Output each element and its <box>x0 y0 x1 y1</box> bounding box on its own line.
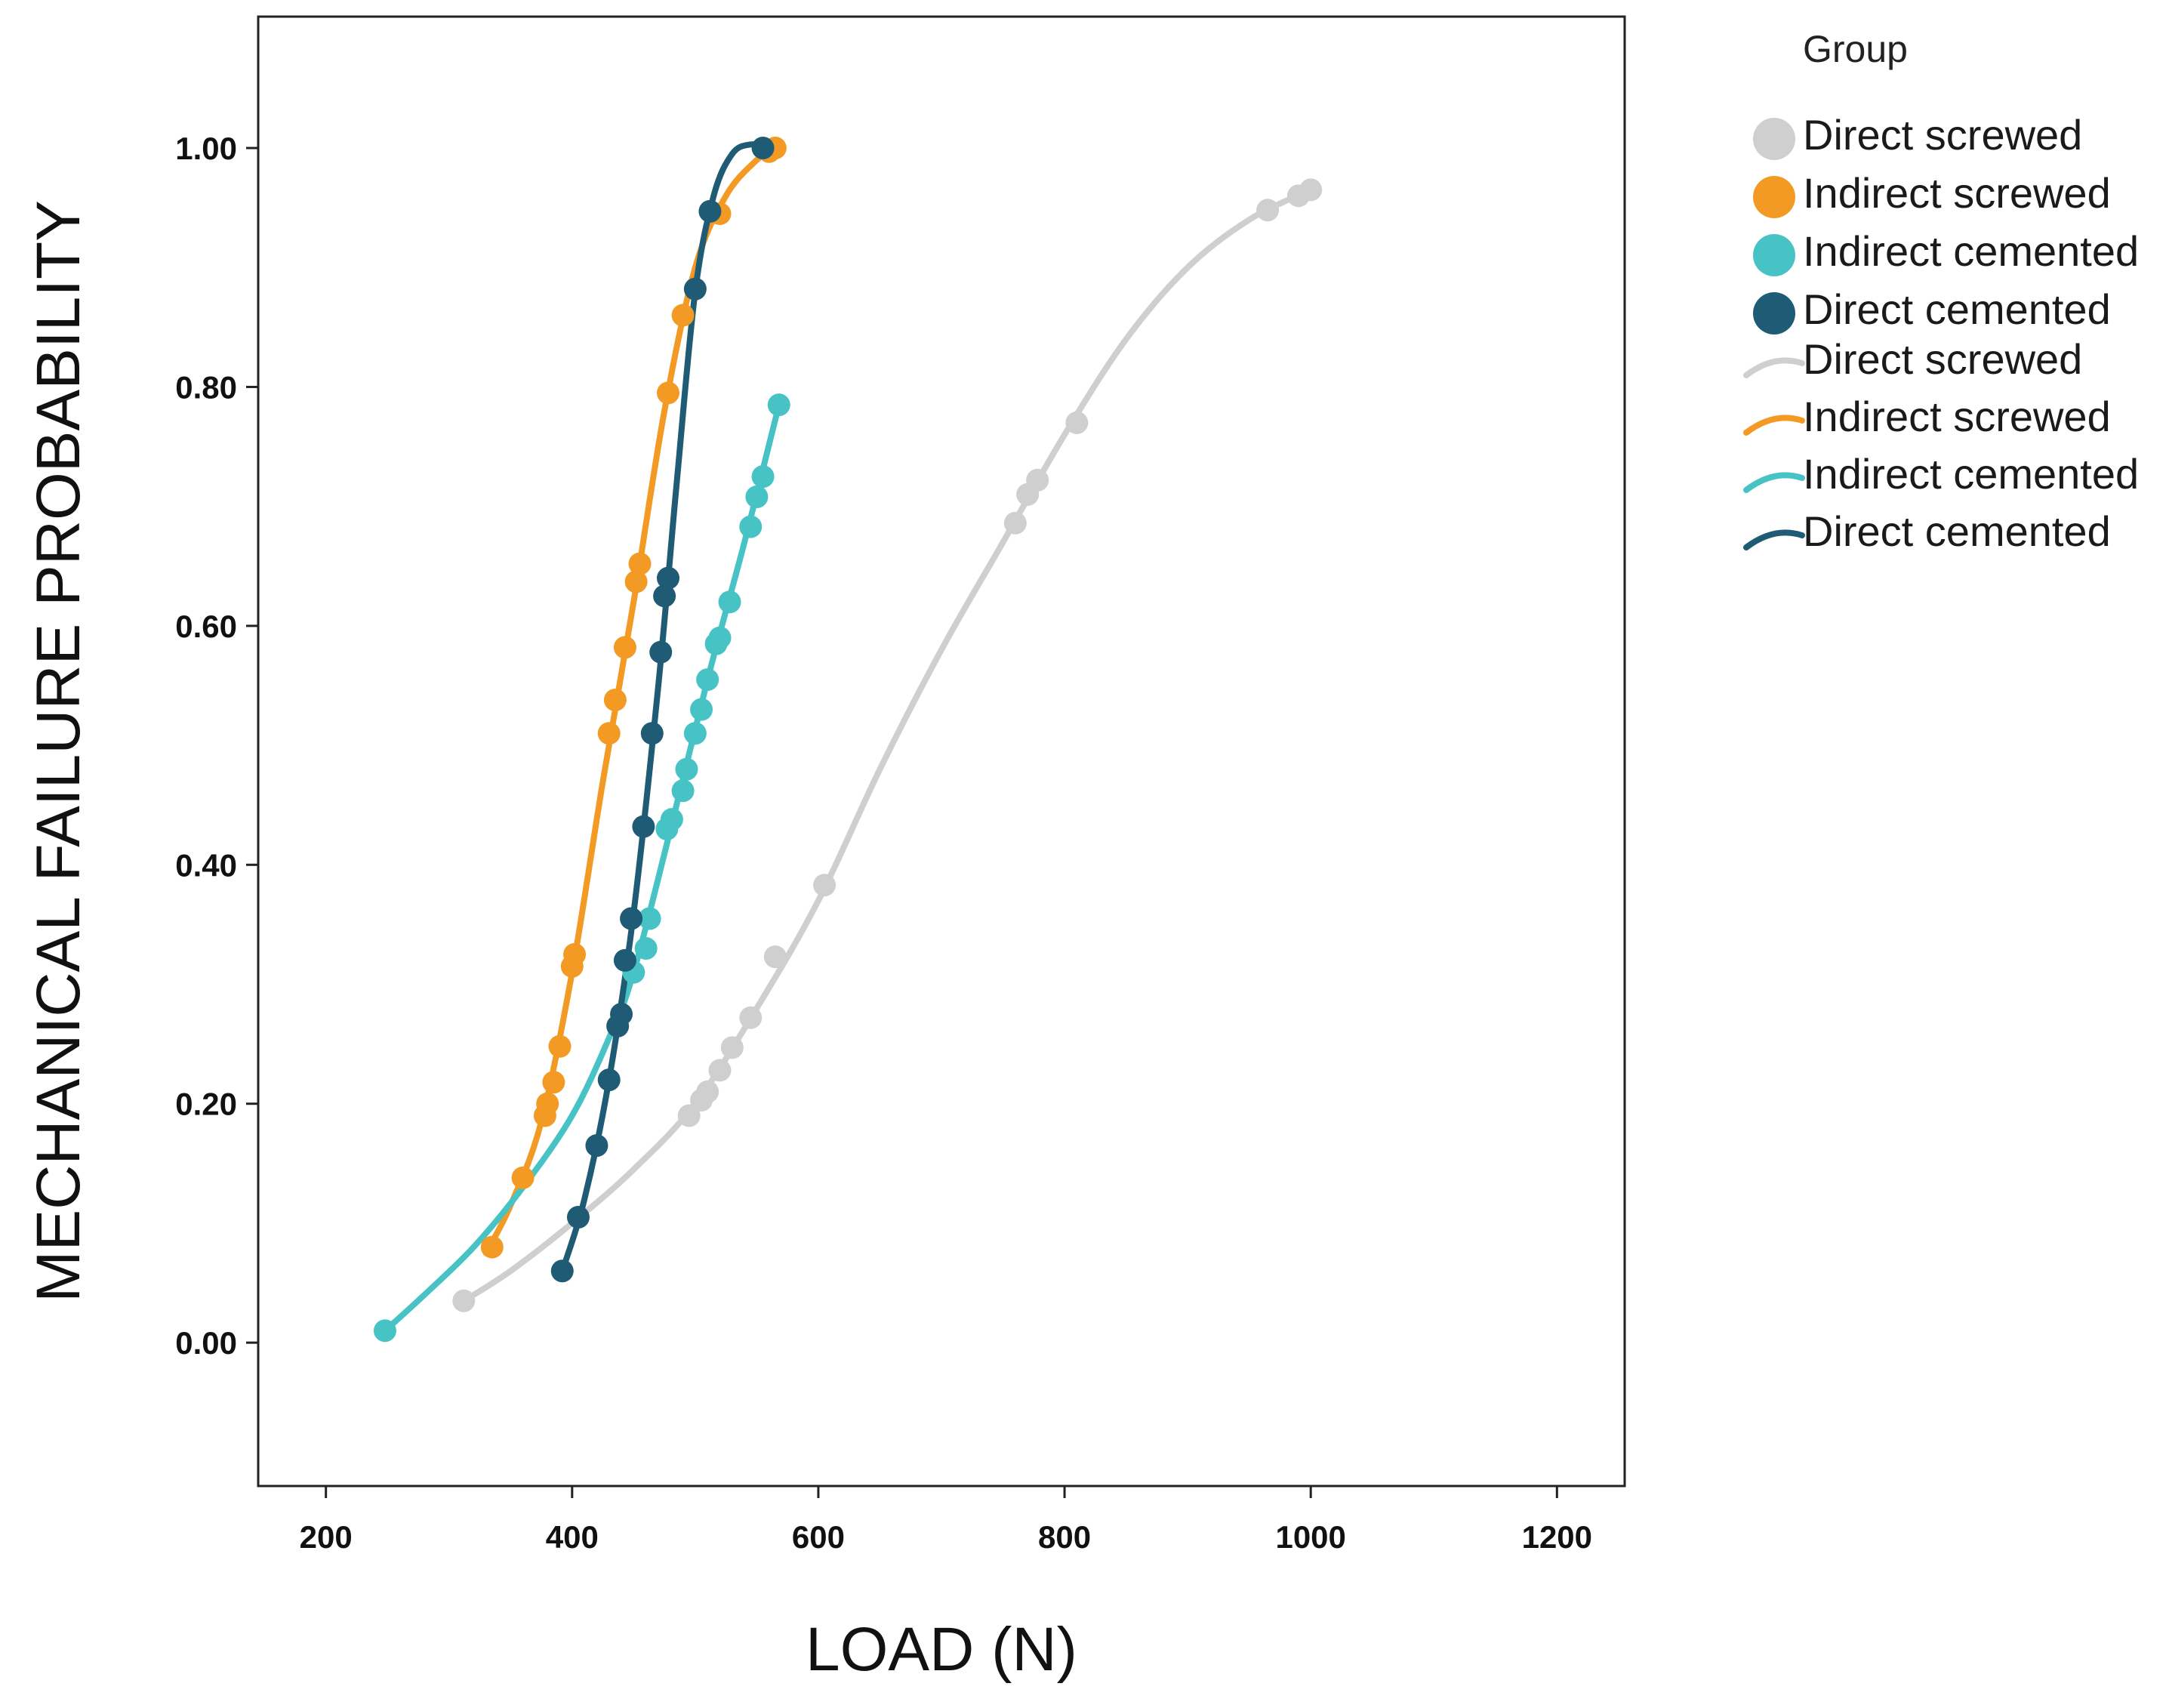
legend-label: Indirect screwed <box>1803 169 2111 217</box>
point-indirect-screwed <box>671 304 695 327</box>
point-direct-screwed <box>1065 411 1089 434</box>
point-direct-screwed <box>696 1080 719 1103</box>
point-direct-cemented <box>653 584 676 608</box>
point-indirect-cemented <box>708 626 732 649</box>
x-tick-label: 1200 <box>1522 1519 1592 1555</box>
point-indirect-screwed <box>597 722 621 745</box>
point-direct-cemented <box>683 277 707 301</box>
point-indirect-screwed <box>480 1235 504 1259</box>
point-indirect-screwed <box>548 1034 572 1058</box>
point-indirect-cemented <box>660 808 683 831</box>
point-direct-cemented <box>597 1068 621 1092</box>
point-indirect-screwed <box>563 942 587 966</box>
legend-label: Direct screwed <box>1803 335 2082 383</box>
point-direct-cemented <box>610 1003 633 1026</box>
legend-marker-indirect-cemented <box>1753 234 1795 276</box>
y-tick-label: 1.00 <box>175 131 237 166</box>
point-indirect-screwed <box>628 552 652 575</box>
point-direct-screwed <box>1003 511 1027 535</box>
point-indirect-cemented <box>373 1319 396 1343</box>
curve-indirect-cemented <box>382 402 782 1334</box>
point-direct-screwed <box>1026 468 1049 492</box>
point-direct-cemented <box>566 1206 590 1229</box>
point-direct-cemented <box>632 815 655 838</box>
point-direct-screwed <box>720 1036 744 1059</box>
point-indirect-screwed <box>511 1166 535 1189</box>
point-indirect-cemented <box>671 779 695 803</box>
point-direct-cemented <box>550 1259 574 1283</box>
point-direct-screwed <box>677 1104 701 1127</box>
legend-marker-direct-cemented <box>1753 292 1795 335</box>
x-tick-label: 1000 <box>1275 1519 1345 1555</box>
point-direct-cemented <box>657 566 679 590</box>
x-axis-title: LOAD (N) <box>806 1615 1077 1684</box>
point-indirect-screwed <box>624 570 648 593</box>
legend-label: Direct cemented <box>1803 507 2111 555</box>
legend-line-indirect-screwed <box>1743 415 1805 436</box>
point-direct-screwed <box>1299 178 1323 202</box>
legend-marker-indirect-screwed <box>1753 176 1795 218</box>
point-direct-cemented <box>698 199 722 223</box>
x-tick-label: 200 <box>300 1519 353 1555</box>
y-tick-label: 0.40 <box>175 847 237 883</box>
axes: 0.00 0.20 0.40 0.60 0.80 1.00 200 400 600 800 1000… <box>175 131 1592 1555</box>
legend-line-direct-screwed <box>1743 357 1805 378</box>
point-indirect-cemented <box>767 393 790 417</box>
point-indirect-cemented <box>683 722 707 745</box>
legend-label: Direct cemented <box>1803 285 2111 333</box>
legend-label: Indirect cemented <box>1803 450 2139 498</box>
point-indirect-cemented <box>638 907 661 930</box>
point-indirect-screwed <box>542 1071 565 1094</box>
legend-label: Indirect screwed <box>1803 393 2111 440</box>
legend-line-indirect-cemented <box>1743 472 1805 493</box>
point-direct-cemented <box>613 948 636 972</box>
point-direct-screwed <box>739 1006 763 1029</box>
point-direct-cemented <box>585 1134 608 1158</box>
point-direct-cemented <box>620 907 643 930</box>
point-indirect-screwed <box>603 688 627 711</box>
point-direct-screwed <box>1256 199 1280 222</box>
point-indirect-cemented <box>675 757 698 781</box>
point-indirect-screwed <box>613 636 636 659</box>
legend-title: Group <box>1803 28 1908 70</box>
point-indirect-cemented <box>690 698 713 721</box>
x-tick-label: 800 <box>1038 1519 1091 1555</box>
points-layer <box>373 137 1323 1343</box>
point-indirect-screwed <box>536 1092 559 1115</box>
curve-indirect-screwed <box>482 145 778 1256</box>
point-direct-screwed <box>708 1059 732 1082</box>
legend-label: Direct screwed <box>1803 111 2082 159</box>
y-tick-label: 0.20 <box>175 1087 237 1122</box>
point-indirect-cemented <box>634 937 658 960</box>
point-indirect-cemented <box>696 668 719 692</box>
point-indirect-cemented <box>718 590 741 614</box>
point-direct-screwed <box>763 945 787 969</box>
point-indirect-screwed <box>657 381 679 405</box>
y-tick-label: 0.00 <box>175 1325 237 1361</box>
y-axis-title: MECHANICAL FAILURE PROBABILITY <box>24 200 93 1303</box>
legend-marker-direct-screwed <box>1753 118 1795 160</box>
point-indirect-cemented <box>751 465 775 489</box>
point-indirect-cemented <box>745 486 769 509</box>
point-direct-screwed <box>813 874 836 897</box>
curves-layer <box>382 141 1314 1334</box>
curve-direct-screwed <box>461 187 1314 1304</box>
y-tick-label: 0.60 <box>175 609 237 644</box>
x-tick-label: 400 <box>546 1519 599 1555</box>
x-tick-label: 600 <box>792 1519 845 1555</box>
y-tick-label: 0.80 <box>175 369 237 405</box>
curve-direct-cemented <box>559 141 772 1275</box>
plot-frame <box>257 15 1626 1488</box>
point-indirect-cemented <box>739 515 763 538</box>
point-direct-cemented <box>649 640 673 664</box>
point-direct-cemented <box>640 722 664 745</box>
point-direct-screwed <box>452 1289 476 1312</box>
point-direct-cemented <box>751 137 775 160</box>
legend: Group Direct screwed Indirect screwed Indi… <box>1743 28 2139 555</box>
legend-line-direct-cemented <box>1743 529 1805 550</box>
legend-label: Indirect cemented <box>1803 227 2139 275</box>
